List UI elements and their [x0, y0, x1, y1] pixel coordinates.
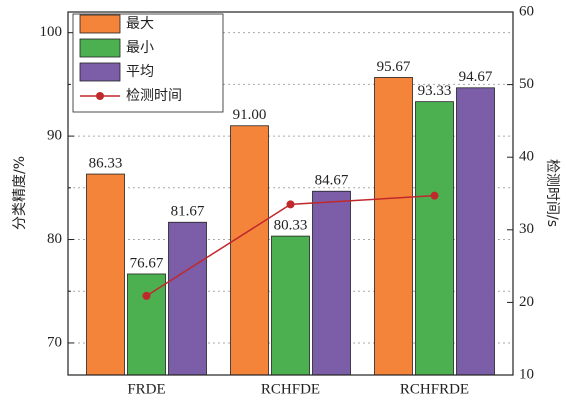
y2-tick-label: 20 [519, 294, 534, 310]
bar [374, 77, 413, 376]
bar [456, 87, 495, 376]
line-marker [142, 291, 151, 300]
legend-label: 最大 [126, 16, 154, 32]
data-label: 84.67 [315, 173, 349, 189]
data-label: 94.67 [459, 69, 493, 85]
bar [86, 173, 125, 376]
bar [271, 235, 310, 376]
plot-frame [67, 11, 514, 376]
bar [127, 273, 166, 376]
y-tick-label: 90 [47, 128, 62, 144]
bar [312, 190, 351, 376]
legend-label: 最小 [126, 40, 154, 56]
data-label: 91.00 [233, 107, 267, 123]
legend-marker [96, 92, 104, 100]
line-marker [286, 200, 295, 209]
legend-swatch [79, 62, 121, 82]
legend-label: 平均 [126, 64, 154, 80]
y2-tick-label: 50 [519, 76, 534, 92]
bar [230, 125, 269, 376]
y-axis-label: 分类精度/% [12, 156, 28, 230]
data-label: 95.67 [377, 59, 411, 75]
legend-swatch [79, 14, 121, 34]
y2-tick-label: 10 [519, 366, 534, 382]
bar [168, 221, 207, 376]
x-tick-label: RCHFRDE [400, 381, 469, 397]
data-label: 93.33 [418, 83, 452, 99]
y2-axis-label: 检测时间/s [544, 159, 560, 227]
data-label: 81.67 [171, 204, 205, 220]
line-marker [430, 191, 439, 200]
data-label: 76.67 [130, 255, 164, 271]
y-tick-label: 80 [47, 231, 62, 247]
y2-tick-label: 30 [519, 221, 534, 237]
y-tick-label: 70 [47, 334, 62, 350]
x-tick-label: RCHFDE [261, 381, 320, 397]
x-tick-label: FRDE [127, 381, 165, 397]
legend-label: 检测时间 [126, 88, 182, 104]
data-label: 80.33 [274, 218, 308, 234]
data-label: 86.33 [89, 155, 123, 171]
legend-swatch [79, 38, 121, 58]
y-tick-label: 100 [40, 24, 63, 40]
y2-tick-label: 60 [519, 3, 534, 19]
y2-tick-label: 40 [519, 149, 534, 165]
bar [415, 101, 454, 376]
